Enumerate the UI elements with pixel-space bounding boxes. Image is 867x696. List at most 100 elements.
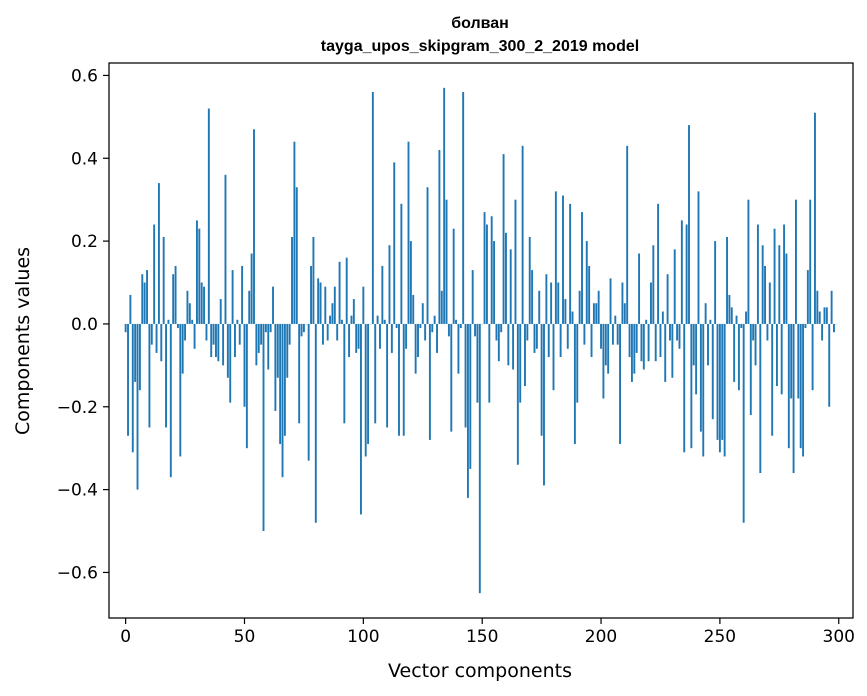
bar: [792, 323, 795, 474]
bar: [692, 323, 695, 366]
bar: [600, 323, 602, 349]
bar: [276, 323, 279, 378]
bar: [823, 307, 826, 324]
bar: [412, 294, 415, 324]
bar: [124, 323, 127, 333]
bar: [371, 91, 374, 324]
bar: [645, 319, 648, 324]
bar: [488, 323, 491, 403]
x-tick-label: 150: [466, 627, 498, 647]
bar: [364, 323, 367, 457]
bar: [343, 323, 346, 424]
bar: [602, 323, 605, 399]
bar: [650, 282, 652, 324]
bar: [752, 323, 755, 341]
bar: [780, 323, 783, 395]
bar: [485, 224, 488, 324]
bar: [407, 141, 410, 324]
bar: [778, 245, 781, 324]
bar: [664, 323, 667, 382]
bar: [231, 270, 234, 324]
bar: [652, 245, 655, 324]
bar: [414, 323, 417, 374]
bar: [507, 323, 510, 366]
bar: [431, 323, 434, 333]
bar: [547, 323, 550, 358]
bar: [588, 265, 591, 324]
bar: [129, 294, 132, 324]
bar: [747, 199, 750, 324]
bar: [642, 323, 645, 370]
bar: [281, 323, 284, 478]
bar: [283, 323, 286, 436]
bar: [376, 315, 379, 324]
bar: [302, 323, 305, 333]
bar: [138, 323, 141, 391]
bar: [238, 323, 241, 345]
bar: [775, 323, 778, 387]
bar: [333, 286, 336, 324]
bar: [466, 323, 469, 498]
bar: [362, 286, 365, 324]
bar: [436, 323, 438, 353]
bar: [148, 323, 151, 428]
bar: [526, 323, 529, 341]
bar: [673, 249, 676, 324]
bar: [500, 323, 503, 333]
bar: [253, 129, 255, 324]
bar: [621, 282, 624, 324]
bar: [176, 323, 179, 329]
bar: [676, 323, 679, 341]
bar: [614, 315, 617, 324]
bar: [174, 265, 177, 324]
bar: [291, 236, 293, 324]
bar: [381, 265, 384, 324]
y-axis-ticks: −0.6 −0.4 −0.2 0.0 0.2 0.4 0.6: [57, 66, 109, 583]
bar: [564, 299, 567, 324]
bar: [540, 323, 543, 436]
bar: [360, 323, 362, 515]
bar: [402, 323, 405, 436]
bar: [554, 191, 557, 324]
bar: [400, 203, 403, 324]
bar: [433, 315, 436, 324]
bar: [521, 145, 524, 324]
bar: [785, 253, 788, 324]
bar: [445, 199, 448, 324]
bar: [680, 220, 683, 324]
x-axis-label: Vector components: [388, 660, 572, 682]
bar: [764, 265, 766, 324]
bar: [331, 303, 334, 324]
bar: [783, 224, 786, 324]
bar: [476, 323, 479, 403]
bar: [459, 323, 462, 329]
bar: [816, 290, 819, 324]
bar: [604, 323, 607, 366]
bar: [635, 323, 638, 353]
bar: [146, 270, 148, 324]
bar: [505, 232, 507, 324]
bar: [616, 323, 619, 345]
bar: [490, 216, 493, 324]
bar: [210, 323, 213, 358]
bar: [162, 236, 165, 324]
bar: [207, 108, 210, 324]
bar: [512, 323, 515, 370]
bar: [212, 323, 215, 345]
x-tick-label: 300: [823, 627, 855, 647]
bar: [200, 282, 203, 324]
bar: [419, 323, 422, 329]
bar: [336, 323, 339, 341]
bar: [469, 323, 472, 469]
bar: [326, 323, 329, 341]
bar: [497, 323, 500, 362]
bar: [314, 323, 317, 523]
bar: [626, 145, 629, 324]
bar: [654, 323, 657, 362]
bar: [272, 286, 274, 324]
bar: [557, 282, 560, 324]
bar: [718, 323, 721, 453]
bar: [184, 323, 187, 341]
bar: [215, 323, 217, 358]
bar: [550, 282, 553, 324]
